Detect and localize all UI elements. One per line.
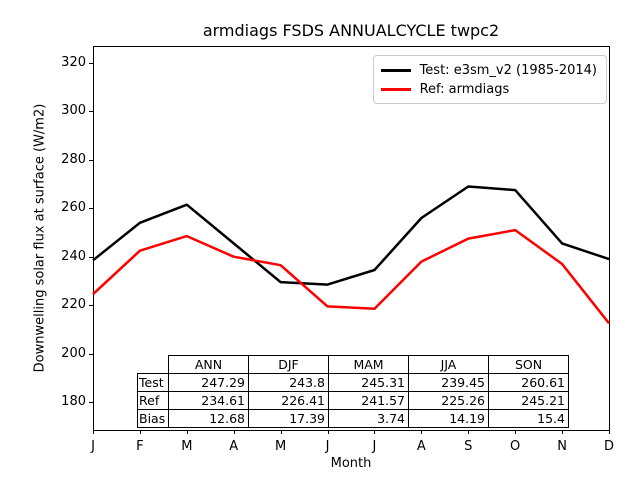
stats-table-value-cell: 260.61 [488, 373, 569, 392]
stats-table-value-cell: 17.39 [248, 409, 329, 428]
stats-table-row-label: Test [137, 373, 169, 392]
stats-table-value-cell: 241.57 [328, 391, 409, 410]
stats-table-value-cell: 3.74 [328, 409, 409, 428]
x-tick-label: A [416, 439, 426, 454]
test-line-swatch [380, 69, 411, 72]
stats-table-value-cell: 245.21 [488, 391, 569, 410]
stats-table-value-cell: 225.26 [408, 391, 489, 410]
stats-table-grid: ANN DJF MAM JJA SON Test 247.29 243.8 245.31 239.… [137, 355, 569, 428]
x-tick-label: M [181, 439, 193, 454]
stats-table-value-cell: 12.68 [168, 409, 249, 428]
stats-table-column-header: SON [488, 355, 569, 374]
stats-table-column-header: ANN [168, 355, 249, 374]
x-tick-label: N [557, 439, 567, 454]
stats-table-row-label: Ref [137, 391, 169, 410]
y-tick-label: 220 [61, 297, 86, 313]
ref-series-line [92, 228, 610, 325]
y-tick-label: 240 [61, 248, 86, 264]
legend-item-ref: Ref: armdiags [380, 80, 597, 99]
x-tick-label: S [464, 439, 473, 454]
stats-table-row: Bias 12.68 17.39 3.74 14.19 15.4 [137, 409, 569, 428]
x-axis-label: Month [330, 456, 372, 471]
x-tick-label: D [603, 439, 614, 454]
legend: Test: e3sm_v2 (1985-2014) Ref: armdiags [372, 55, 607, 104]
y-tick-label: 300 [61, 103, 86, 119]
stats-table-header-row: ANN DJF MAM JJA SON [138, 355, 569, 374]
y-tick-label: 280 [61, 151, 86, 167]
x-tick-label: F [136, 439, 144, 454]
stats-table-value-cell: 226.41 [248, 391, 329, 410]
test-series-line [92, 185, 610, 286]
x-tick-label: M [275, 439, 287, 454]
stats-table-value-cell: 247.29 [168, 373, 249, 392]
stats-table-column-header: DJF [248, 355, 329, 374]
axes-frame [93, 46, 610, 431]
y-tick-label: 320 [61, 55, 86, 70]
stats-table-value-cell: 14.19 [408, 409, 489, 428]
stats-table-row: Ref 234.61 226.41 241.57 225.26 245.21 [137, 391, 569, 410]
stats-table-value-cell: 15.4 [488, 409, 569, 428]
y-tick-label: 200 [61, 345, 86, 361]
x-tick-label: J [325, 439, 330, 454]
stats-table-corner-cell [138, 356, 169, 374]
legend-label-test: Test: e3sm_v2 (1985-2014) [419, 63, 597, 78]
x-tick-label: A [229, 439, 239, 454]
y-tick-label: 180 [61, 394, 86, 409]
legend-label-ref: Ref: armdiags [419, 82, 510, 97]
chart-title: armdiags FSDS ANNUALCYCLE twpc2 [202, 21, 500, 40]
x-tick-label: J [372, 439, 377, 454]
y-tick-label: 260 [61, 200, 86, 216]
x-tick-label: O [510, 439, 521, 454]
stats-table-value-cell: 243.8 [248, 373, 329, 392]
stats-table: ANN DJF MAM JJA SON Test 247.29 243.8 245.31 239.… [137, 355, 569, 428]
legend-item-test: Test: e3sm_v2 (1985-2014) [380, 61, 597, 80]
stats-table-column-header: JJA [408, 355, 489, 374]
stats-table-row-label: Bias [137, 409, 169, 428]
x-tick-label: J [91, 439, 95, 454]
stats-table-value-cell: 245.31 [328, 373, 409, 392]
stats-table-value-cell: 234.61 [168, 391, 249, 410]
ref-line-swatch [380, 88, 411, 91]
stats-table-column-header: MAM [328, 355, 409, 374]
stats-table-row: Test 247.29 243.8 245.31 239.45 260.61 [137, 373, 569, 392]
stats-table-value-cell: 239.45 [408, 373, 489, 392]
